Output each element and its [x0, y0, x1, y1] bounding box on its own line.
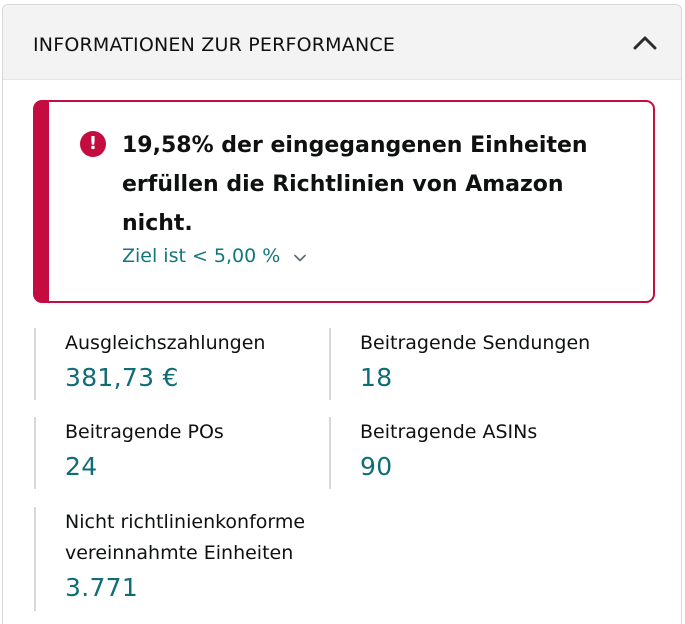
metric-value: 381,73 €	[65, 363, 179, 392]
chevron-down-icon	[294, 245, 307, 267]
target-toggle[interactable]: Ziel ist < 5,00 %	[122, 245, 307, 267]
card-title: INFORMATIONEN ZUR PERFORMANCE	[33, 34, 396, 56]
exclamation-circle-icon: !	[80, 131, 106, 157]
metric-value: 90	[360, 452, 393, 481]
metric-noncompliant-units: Nicht richtlinienkonforme vereinnahmte E…	[34, 507, 334, 611]
metric-label: Ausgleichszahlungen	[65, 332, 266, 354]
metric-label: Beitragende Sendungen	[360, 332, 591, 354]
metric-value: 3.771	[65, 573, 139, 602]
metric-asins: Beitragende ASINs 90	[329, 417, 659, 489]
metric-value: 18	[360, 363, 393, 392]
target-label: Ziel ist < 5,00 %	[122, 245, 281, 267]
metric-label: Beitragende ASINs	[360, 421, 538, 443]
metric-label: Nicht richtlinienkonforme vereinnahmte E…	[65, 511, 306, 564]
alert-message: 19,58% der eingegangenen Einheiten erfül…	[122, 133, 588, 236]
performance-card: INFORMATIONEN ZUR PERFORMANCE ! 19,58% d…	[2, 4, 682, 624]
metric-value: 24	[65, 452, 98, 481]
metric-shipments: Beitragende Sendungen 18	[329, 328, 659, 400]
alert-box: ! 19,58% der eingegangenen Einheiten erf…	[33, 100, 655, 303]
metric-pos: Beitragende POs 24	[34, 417, 329, 489]
card-header[interactable]: INFORMATIONEN ZUR PERFORMANCE	[3, 5, 681, 80]
metric-label: Beitragende POs	[65, 421, 224, 443]
metric-compensation: Ausgleichszahlungen 381,73 €	[34, 328, 329, 400]
chevron-up-icon[interactable]	[631, 29, 659, 57]
